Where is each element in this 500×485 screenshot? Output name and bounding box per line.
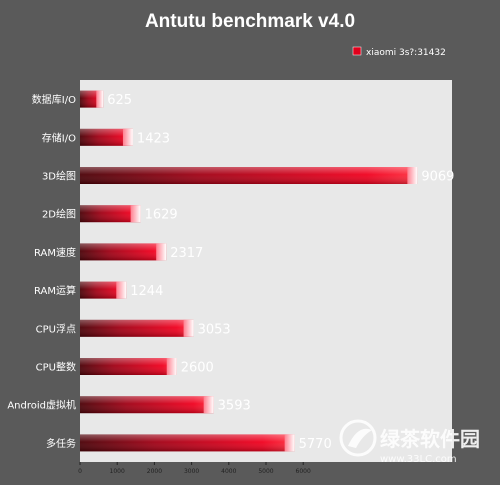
x-axis-ticks-group: 0 1000 2000 3000 4000 5000 6000 — [78, 462, 311, 475]
bar-shine — [80, 243, 167, 261]
bar — [80, 396, 214, 414]
bar-tip — [166, 358, 177, 375]
bar-tip — [116, 281, 127, 299]
bar — [80, 434, 295, 452]
leaf-icon — [348, 428, 372, 448]
bar-shine — [80, 358, 177, 375]
x-tick-label: 3000 — [184, 468, 199, 475]
legend-swatch — [352, 46, 362, 56]
bar — [80, 358, 177, 375]
watermark-logo-icon — [339, 419, 377, 457]
bar-tip — [122, 128, 133, 146]
bar-shine — [80, 396, 214, 414]
bars-group — [80, 90, 418, 452]
bar-tip — [407, 167, 418, 184]
bar — [80, 281, 127, 299]
value-label: 1629 — [145, 208, 178, 223]
value-label: 3593 — [218, 399, 251, 414]
value-label: 1244 — [130, 284, 163, 299]
x-tick-label: 4000 — [221, 468, 236, 475]
value-label: 1423 — [137, 131, 170, 146]
bar — [80, 205, 141, 223]
x-tick-label: 2000 — [147, 468, 162, 475]
bar — [80, 128, 133, 146]
bar — [80, 319, 194, 337]
bar-shine — [80, 319, 194, 337]
bar-tip — [96, 90, 104, 108]
category-label: RAM运算 — [34, 284, 76, 297]
value-labels-group: 625 1423 9069 1629 2317 1244 3053 2600 3593 5770 — [107, 93, 454, 452]
category-label: 3D绘图 — [42, 170, 76, 183]
category-label: RAM速度 — [34, 246, 76, 259]
category-label: Android虚拟机 — [7, 399, 76, 412]
legend-label: xiaomi 3s?:31432 — [366, 48, 446, 58]
bar-tip — [183, 319, 194, 337]
category-label: 多任务 — [46, 437, 76, 450]
value-label: 9069 — [421, 170, 454, 185]
legend: xiaomi 3s?:31432 — [352, 46, 446, 58]
bar-tip — [130, 205, 141, 223]
watermark-url: www.33LC.com — [380, 454, 457, 465]
bar-shine — [80, 281, 127, 299]
value-label: 625 — [107, 93, 132, 108]
bar-shine — [80, 167, 418, 184]
watermark-brand: 绿茶软件园 — [380, 427, 480, 451]
bar-shine — [80, 128, 133, 146]
bar-tip — [156, 243, 167, 261]
category-label: 2D绘图 — [42, 208, 76, 221]
bar — [80, 167, 418, 184]
chart-title: Antutu benchmark v4.0 — [145, 11, 355, 32]
bar-shine — [80, 205, 141, 223]
bar — [80, 90, 104, 108]
category-label: 数据库I/O — [32, 93, 76, 106]
bar-tip — [284, 434, 295, 452]
value-label: 2317 — [170, 246, 203, 261]
x-tick-label: 5000 — [258, 468, 273, 475]
bar-shine — [80, 434, 295, 452]
x-tick-label: 1000 — [110, 468, 125, 475]
category-label: CPU整数 — [36, 361, 76, 374]
bar-tip — [203, 396, 214, 414]
x-tick-label: 6000 — [296, 468, 311, 475]
category-labels-group: 数据库I/O 存储I/O 3D绘图 2D绘图 RAM速度 RAM运算 CPU浮点 CPU整数 A… — [7, 93, 76, 450]
value-label: 5770 — [299, 437, 332, 452]
x-tick-label: 0 — [78, 468, 82, 475]
value-label: 3053 — [198, 322, 231, 337]
value-label: 2600 — [181, 361, 214, 376]
category-label: 存储I/O — [42, 131, 76, 144]
category-label: CPU浮点 — [36, 323, 76, 335]
watermark: 绿茶软件园 www.33LC.com — [339, 419, 480, 465]
bar — [80, 243, 167, 261]
